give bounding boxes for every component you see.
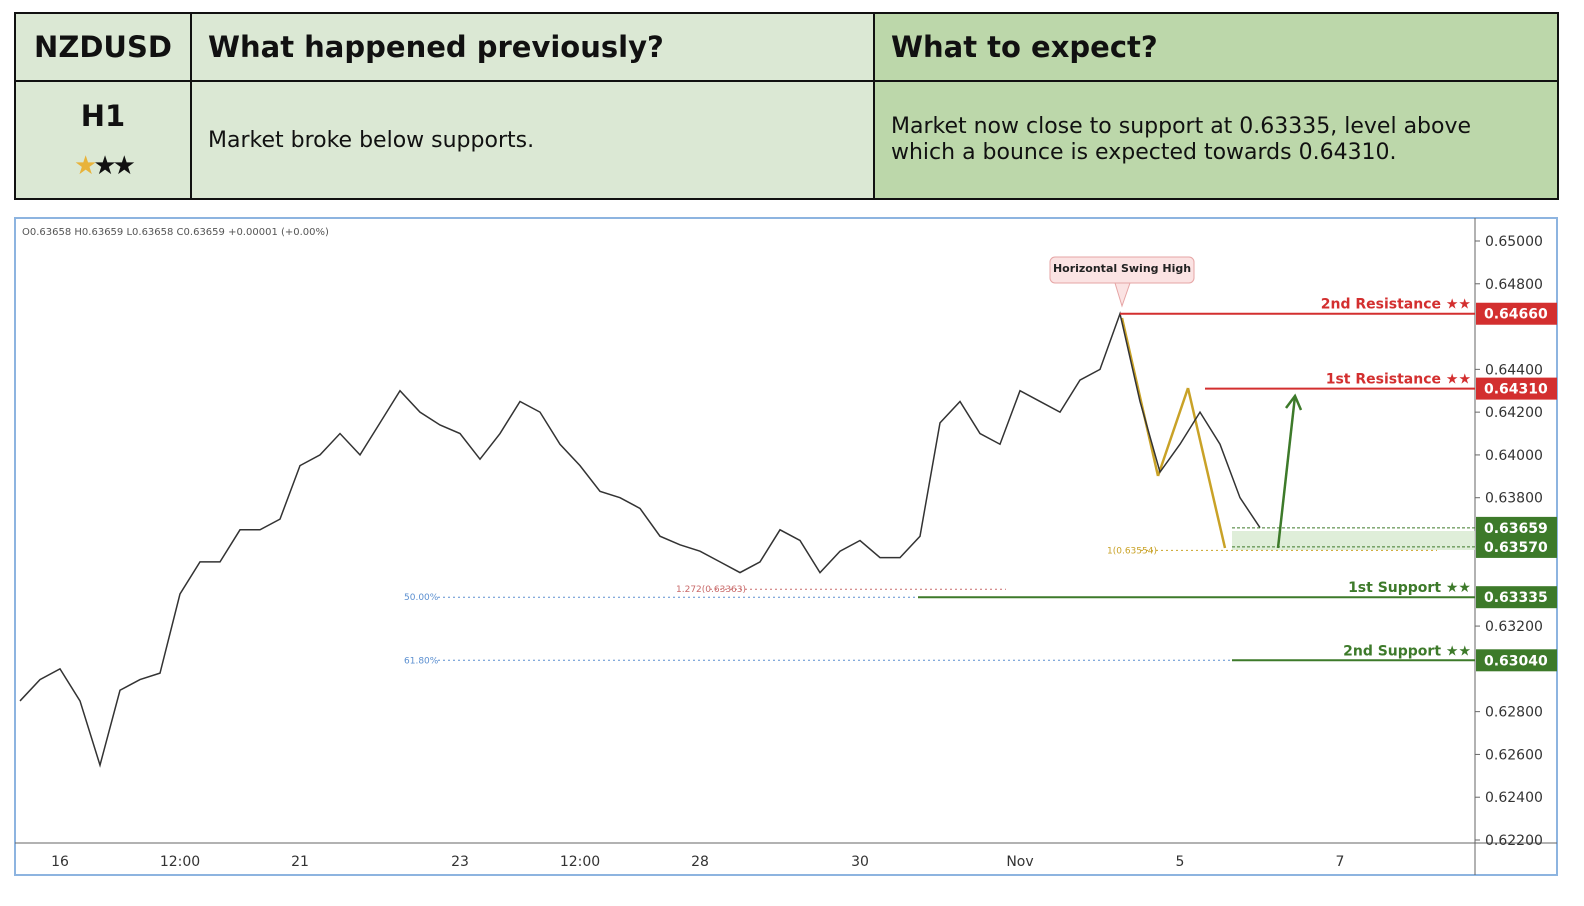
ohlc: O0.63658 H0.63659 L0.63658 C0.63659 +0.0… (22, 227, 329, 238)
arrow-head (1285, 393, 1303, 411)
arrows (1120, 317, 1303, 549)
level-name: 1st Resistance ★★ (1326, 372, 1471, 388)
x-tick-label: 16 (51, 854, 69, 870)
x-tick-label: 21 (291, 854, 309, 870)
x-tick-label: 12:00 (560, 854, 600, 870)
y-tick-label: 0.64400 (1485, 362, 1543, 378)
support-zone (1232, 531, 1475, 550)
callout (1049, 256, 1195, 284)
y-tick-label: 0.62800 (1485, 705, 1543, 721)
symbol: NZDUSD (14, 12, 192, 82)
arrow (1120, 317, 1160, 477)
x-tick-label: 23 (451, 854, 469, 870)
price-badge (1476, 516, 1557, 539)
x-tick-label: 5 (1176, 854, 1185, 870)
y-tick-label: 0.64000 (1485, 448, 1543, 464)
annotation: Horizontal Swing High (1053, 262, 1191, 275)
y-tick-label: 0.63200 (1485, 619, 1543, 635)
price-badge-label: 0.63570 (1484, 540, 1548, 556)
fib-label: 50.00% (404, 593, 439, 603)
x-tick-label: 28 (691, 854, 709, 870)
x-tick-label: 12:00 (160, 854, 200, 870)
y-tick-label: 0.62600 (1485, 747, 1543, 763)
x-tick-label: 30 (851, 854, 869, 870)
fib-label: 1(0.63554) (1107, 546, 1157, 556)
price-badge (1476, 302, 1557, 325)
price-badge-label: 0.63040 (1484, 653, 1548, 669)
col2-text: Market broke below supports. (190, 80, 875, 200)
price-badge (1476, 649, 1557, 672)
col3-title: What to expect? (873, 12, 1559, 82)
arrow (1276, 395, 1297, 549)
x-tick-label: Nov (1006, 854, 1033, 870)
callout-tail (1114, 282, 1131, 308)
price-badge-label: 0.64660 (1484, 307, 1548, 323)
price-badge (1476, 377, 1557, 400)
y-tick-label: 0.62400 (1485, 790, 1543, 806)
x-tick-label: 7 (1336, 854, 1345, 870)
fib-label: 1.272(0.63363) (676, 585, 746, 595)
y-tick-label: 0.64800 (1485, 277, 1543, 293)
col3-text: Market now close to support at 0.63335, … (873, 80, 1559, 200)
price-badge-label: 0.63335 (1484, 590, 1548, 606)
price-badge-label: 0.63659 (1484, 521, 1548, 537)
col2-title: What happened previously? (190, 12, 875, 82)
chart-frame (14, 217, 1558, 876)
level-name: 2nd Support ★★ (1343, 643, 1471, 659)
timeframe: H1 (80, 99, 126, 133)
level-name: 1st Support ★★ (1348, 580, 1471, 596)
level-name: 2nd Resistance ★★ (1321, 297, 1471, 313)
fib-label: 61.80% (404, 656, 439, 666)
y-tick-label: 0.62200 (1485, 833, 1543, 849)
y-tick-label: 0.63800 (1485, 491, 1543, 507)
arrow (1156, 387, 1190, 477)
price-badge (1476, 586, 1557, 609)
stars: ★★★ (74, 151, 136, 181)
y-tick-label: 0.64200 (1485, 405, 1543, 421)
price-line (19, 311, 1261, 768)
arrow (1186, 387, 1227, 549)
timeframe-cell: H1 ★★★ (14, 80, 192, 200)
price-badge (1476, 535, 1557, 558)
y-tick-label: 0.65000 (1485, 234, 1543, 250)
price-badge-label: 0.64310 (1484, 382, 1548, 398)
